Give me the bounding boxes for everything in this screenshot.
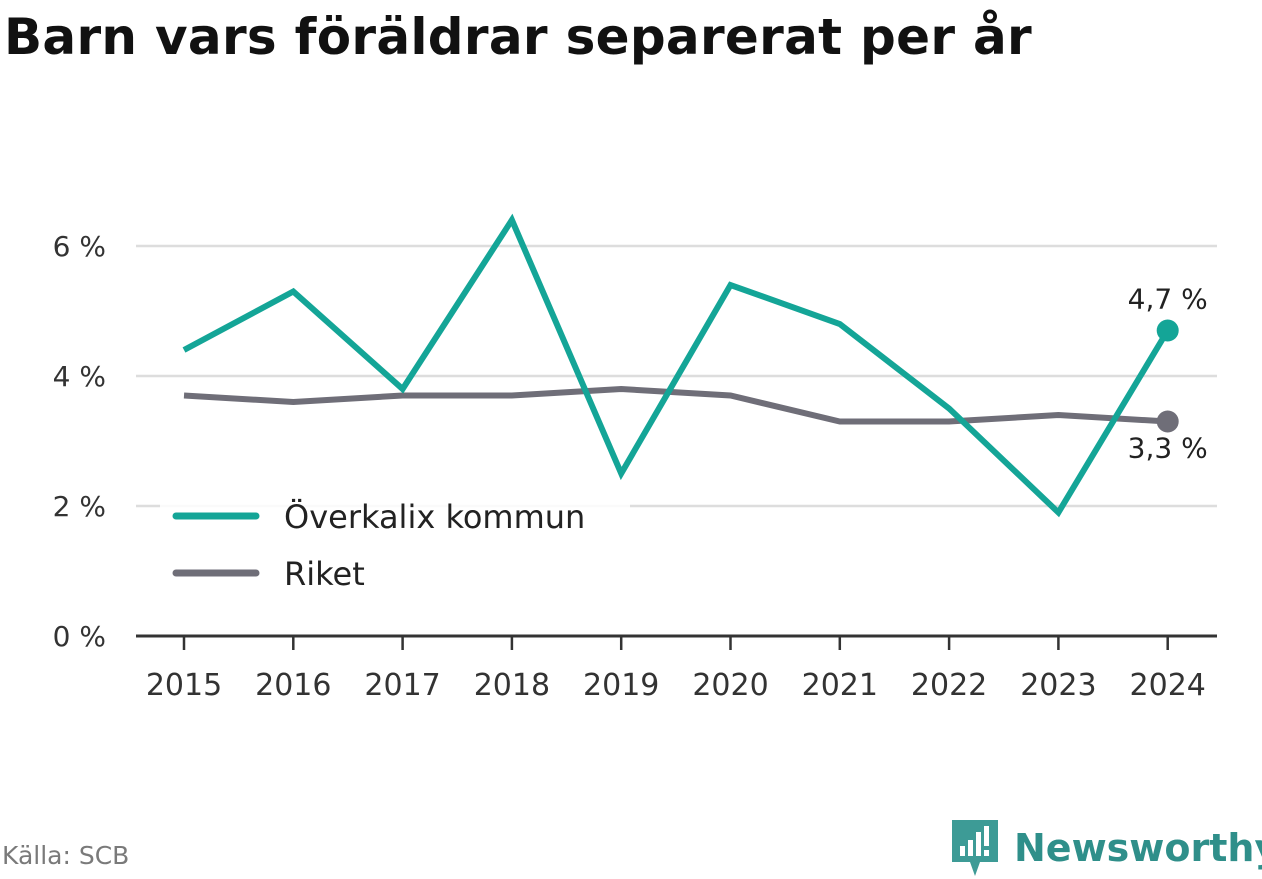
chart-title: Barn vars föräldrar separerat per år — [4, 8, 1033, 66]
end-value-label: 4,7 % — [1128, 283, 1208, 316]
y-tick-label: 4 % — [53, 360, 106, 393]
y-tick-label: 2 % — [53, 490, 106, 523]
legend-label: Riket — [284, 555, 365, 593]
x-tick-label: 2018 — [474, 668, 550, 703]
legend-label: Överkalix kommun — [284, 498, 585, 536]
series-line — [182, 213, 1171, 518]
source-note: Källa: SCB — [2, 841, 130, 870]
series-end-point — [1156, 410, 1179, 433]
brand-logo: Newsworthy — [950, 818, 1262, 878]
x-tick-label: 2024 — [1130, 668, 1206, 703]
brand-name: Newsworthy — [1014, 826, 1262, 870]
x-tick-label: 2022 — [911, 668, 987, 703]
series-line — [183, 385, 1168, 425]
y-tick-label: 0 % — [53, 620, 106, 653]
x-tick-label: 2016 — [255, 668, 331, 703]
y-tick-label: 6 % — [53, 230, 106, 263]
newsworthy-logo-icon — [952, 820, 998, 876]
series-end-point — [1156, 319, 1179, 342]
x-tick-label: 2015 — [146, 668, 222, 703]
x-tick-label: 2017 — [364, 668, 440, 703]
x-tick-label: 2019 — [583, 668, 659, 703]
x-tick-label: 2021 — [802, 668, 878, 703]
end-value-label: 3,3 % — [1128, 432, 1208, 465]
x-tick-label: 2020 — [692, 668, 768, 703]
x-tick-label: 2023 — [1020, 668, 1096, 703]
